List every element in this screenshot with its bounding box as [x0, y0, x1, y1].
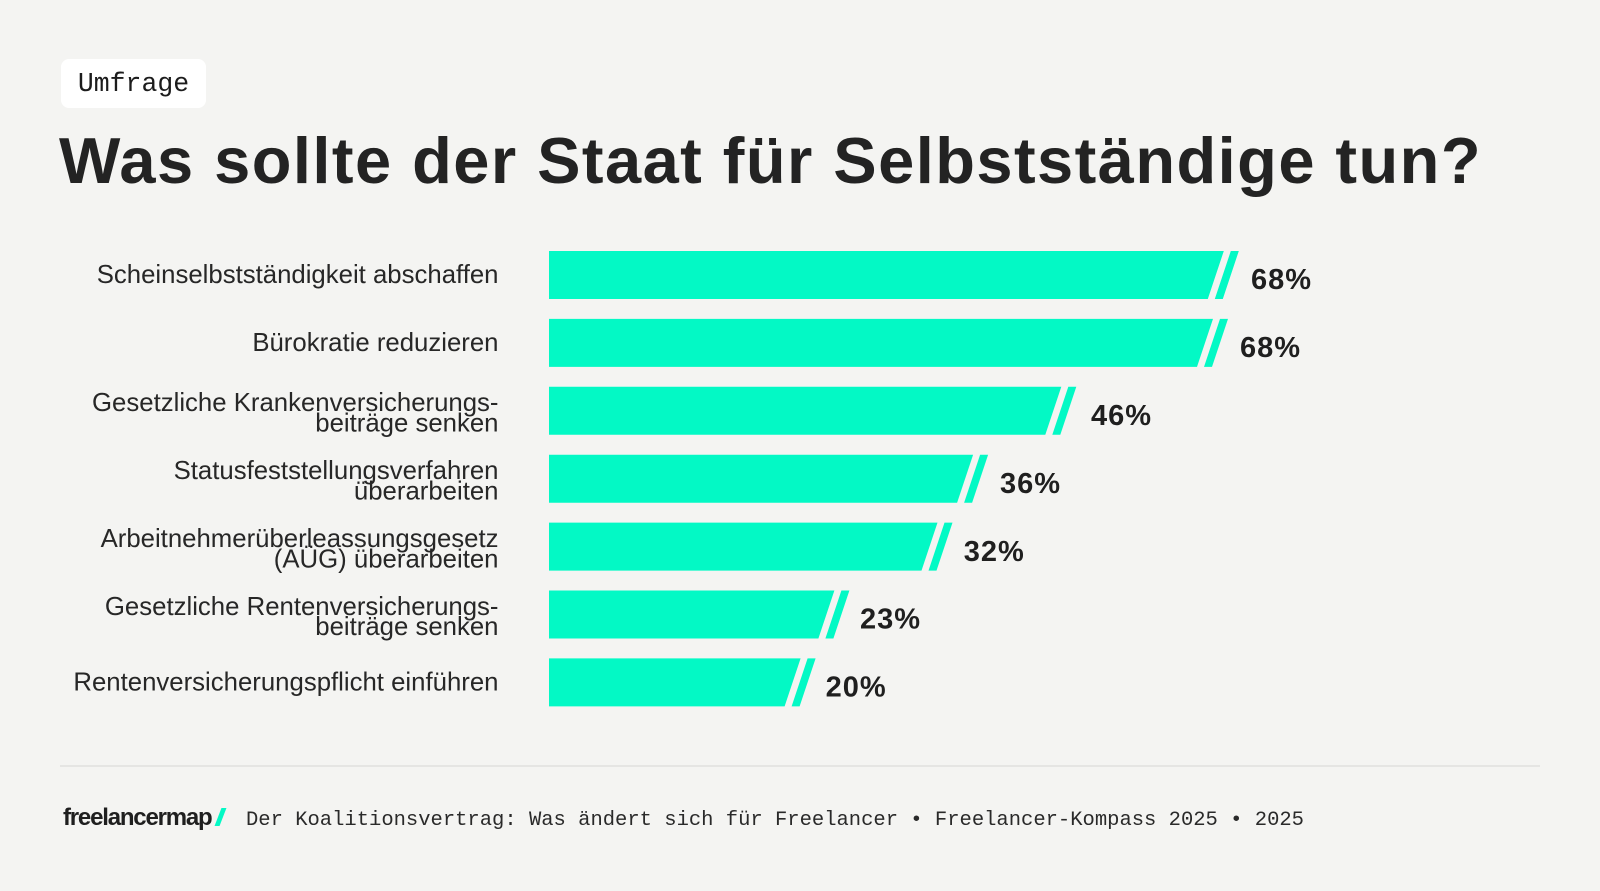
svg-text:Gesetzliche Rentenversicherung: Gesetzliche Rentenversicherungs- [105, 593, 499, 621]
svg-text:Rentenversicherungspflicht ein: Rentenversicherungspflicht einführen [73, 669, 498, 697]
svg-text:68%: 68% [1251, 264, 1312, 296]
svg-text:20%: 20% [826, 672, 887, 704]
svg-text:Statusfeststellungsverfahren: Statusfeststellungsverfahren [174, 457, 499, 485]
svg-text:überarbeiten: überarbeiten [354, 477, 499, 505]
svg-text:Bürokratie reduzieren: Bürokratie reduzieren [252, 329, 498, 357]
svg-text:46%: 46% [1091, 400, 1152, 432]
svg-text:beiträge senken: beiträge senken [315, 410, 498, 438]
svg-text:(AÜG) überarbeiten: (AÜG) überarbeiten [274, 545, 499, 573]
svg-text:23%: 23% [860, 604, 921, 636]
svg-text:Gesetzliche Krankenversicherun: Gesetzliche Krankenversicherungs- [92, 389, 498, 417]
svg-text:Arbeitnehmerüberleassungsgeset: Arbeitnehmerüberleassungsgesetz [101, 525, 499, 553]
svg-text:32%: 32% [964, 536, 1025, 568]
svg-text:68%: 68% [1240, 332, 1301, 364]
svg-text:36%: 36% [1000, 468, 1061, 500]
svg-text:beiträge senken: beiträge senken [315, 613, 498, 641]
svg-text:Scheinselbstständigkeit abscha: Scheinselbstständigkeit abschaffen [97, 261, 499, 289]
